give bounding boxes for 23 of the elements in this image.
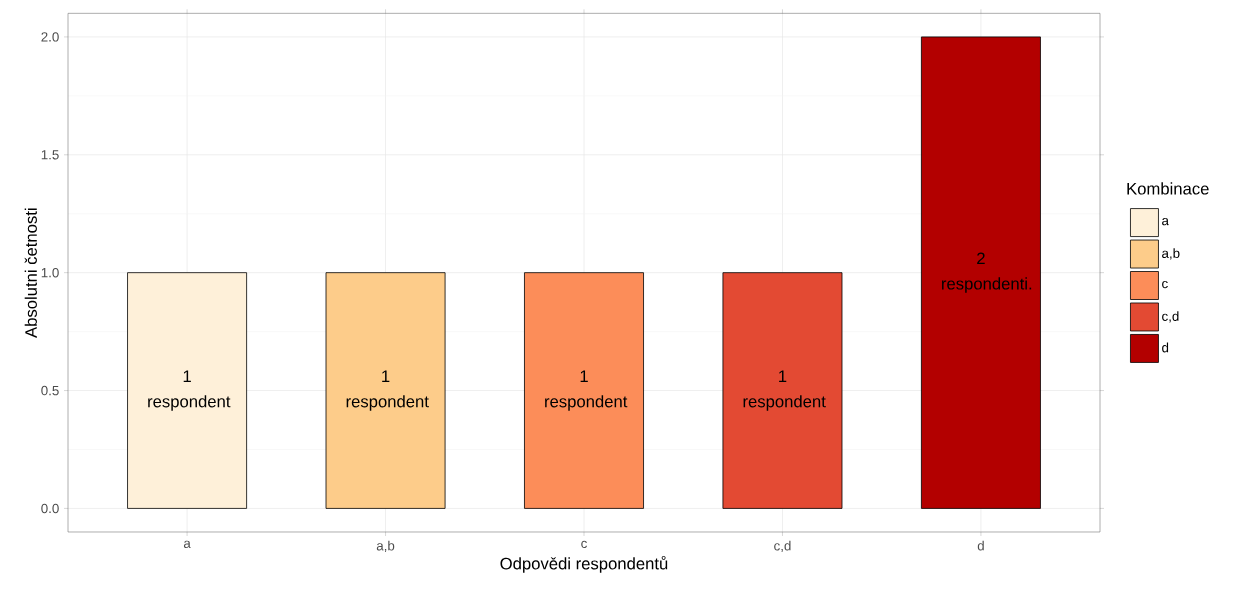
y-tick-label: 1.5	[41, 150, 59, 160]
x-tick-label: c	[581, 540, 587, 549]
data-label: 1 respondent	[545, 370, 628, 411]
data-label: 1 respondent	[346, 370, 429, 411]
legend-label: d	[1162, 342, 1169, 353]
x-tick-label: a,b	[376, 540, 395, 553]
y-tick-label: 0.5	[41, 385, 59, 396]
y-tick-label: 0.0	[41, 503, 59, 514]
legend-label: a,b	[1162, 248, 1180, 260]
data-label: 1 respondent	[148, 370, 231, 411]
legend-label: c	[1162, 280, 1168, 289]
x-tick-label: a	[183, 540, 191, 549]
y-axis-title: Absolutni četnosti	[24, 208, 37, 338]
legend-title: Kombinace	[1127, 182, 1209, 195]
x-tick-label: c,d	[774, 540, 791, 553]
data-label: 2 respondenti.	[942, 252, 1032, 293]
legend-label: a	[1162, 217, 1169, 226]
x-axis-title: Odpovědi respondentů	[500, 555, 668, 573]
y-tick-label: 1.0	[41, 267, 59, 278]
y-tick-label: 2.0	[41, 32, 59, 42]
legend-label: c,d	[1162, 311, 1179, 323]
x-tick-label: d	[977, 540, 984, 551]
data-label: 1 respondent	[743, 370, 826, 411]
